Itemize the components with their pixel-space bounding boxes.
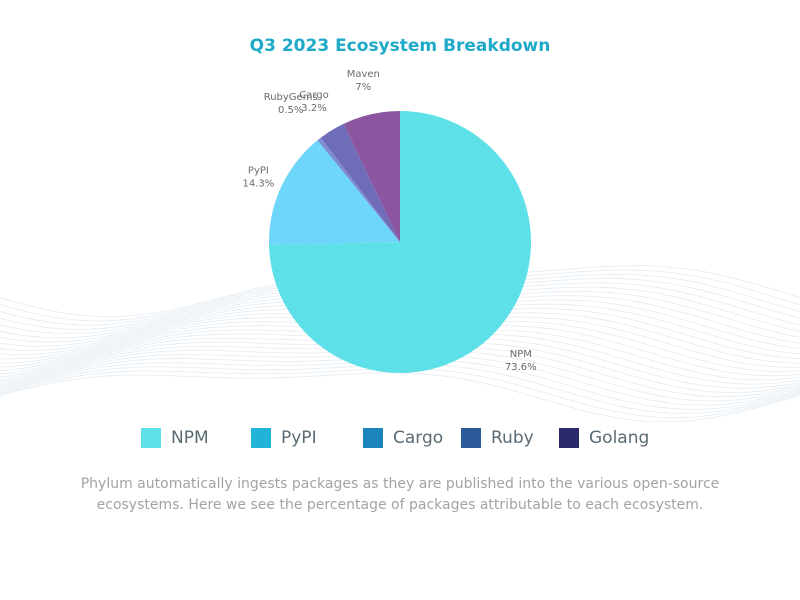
slice-percent-npm: 73.6%: [505, 362, 537, 373]
legend: NPM PyPI Cargo Ruby Golang: [0, 428, 800, 448]
legend-label: Cargo: [393, 428, 444, 448]
chart-title: Q3 2023 Ecosystem Breakdown: [249, 36, 551, 56]
slice-label-rubygems: RubyGems: [264, 92, 318, 103]
legend-swatch: [363, 428, 383, 448]
legend-item-npm: NPM: [141, 428, 251, 448]
legend-item-golang: Golang: [559, 428, 659, 448]
slice-label-cargo: Cargo: [299, 90, 329, 101]
legend-swatch: [251, 428, 271, 448]
slice-label-maven: Maven: [347, 69, 380, 80]
slice-percent-cargo: 3.2%: [301, 103, 326, 114]
slice-label-npm: NPM: [510, 349, 532, 360]
pie-slice-maven: [343, 111, 400, 242]
legend-item-ruby: Ruby: [461, 428, 559, 448]
pie-slice-npm: [269, 111, 531, 374]
pie-slice-pypi: [268, 140, 400, 245]
legend-label: PyPI: [281, 428, 317, 448]
slice-percent-pypi: 14.3%: [243, 179, 275, 190]
legend-swatch: [141, 428, 161, 448]
legend-item-cargo: Cargo: [363, 428, 461, 448]
legend-label: Golang: [589, 428, 650, 448]
legend-swatch: [461, 428, 481, 448]
legend-label: NPM: [171, 428, 209, 448]
slice-label-pypi: PyPI: [248, 166, 269, 177]
pie-slice-rubygems: [317, 137, 400, 242]
legend-swatch: [559, 428, 579, 448]
chart-caption: Phylum automatically ingests packages as…: [80, 476, 720, 513]
legend-item-pypi: PyPI: [251, 428, 363, 448]
pie-slice-cargo: [320, 123, 400, 242]
slice-percent-maven: 7%: [355, 82, 371, 93]
legend-label: Ruby: [491, 428, 534, 448]
slice-percent-rubygems: 0.5%: [278, 105, 303, 116]
